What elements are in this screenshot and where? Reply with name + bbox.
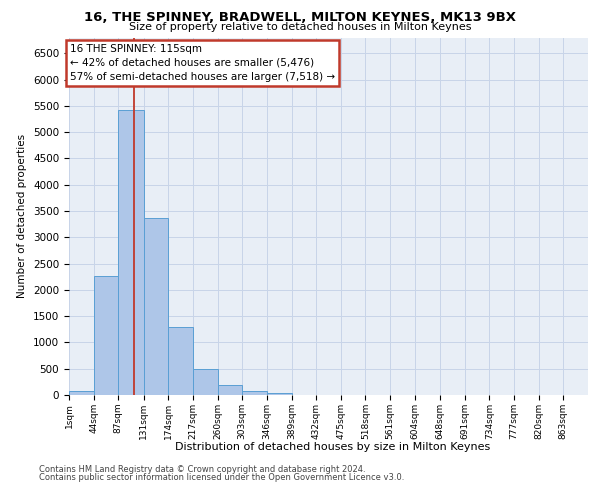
Text: Size of property relative to detached houses in Milton Keynes: Size of property relative to detached ho… [129, 22, 471, 32]
Bar [94, 276, 118, 395]
Text: 16 THE SPINNEY: 115sqm
← 42% of detached houses are smaller (5,476)
57% of semi-: 16 THE SPINNEY: 115sqm ← 42% of detached… [70, 44, 335, 82]
Text: Contains public sector information licensed under the Open Government Licence v3: Contains public sector information licen… [39, 473, 404, 482]
Bar [218, 385, 242, 395]
Bar [267, 393, 292, 395]
Text: Contains HM Land Registry data © Crown copyright and database right 2024.: Contains HM Land Registry data © Crown c… [39, 465, 365, 474]
Bar [118, 110, 143, 395]
Text: Distribution of detached houses by size in Milton Keynes: Distribution of detached houses by size … [175, 442, 491, 452]
Bar [193, 369, 218, 395]
Bar [69, 391, 94, 395]
Text: 16, THE SPINNEY, BRADWELL, MILTON KEYNES, MK13 9BX: 16, THE SPINNEY, BRADWELL, MILTON KEYNES… [84, 11, 516, 24]
Bar [143, 218, 168, 395]
Bar [242, 391, 267, 395]
Y-axis label: Number of detached properties: Number of detached properties [17, 134, 28, 298]
Bar [168, 327, 193, 395]
